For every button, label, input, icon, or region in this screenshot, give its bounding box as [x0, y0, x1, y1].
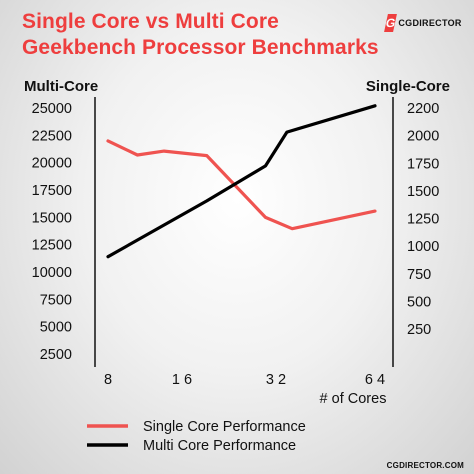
y-tick-left-label: 17500 — [32, 183, 72, 199]
single-core-series-line — [106, 139, 377, 231]
y-tick-right-label: 500 — [407, 294, 431, 310]
x-axis-title: # of Cores — [320, 391, 387, 407]
y-tick-right-label: 1000 — [407, 239, 439, 255]
y-tick-left-label: 12500 — [32, 238, 72, 254]
y-tick-left-label: 15000 — [32, 210, 72, 226]
y-tick-left-label: 5000 — [40, 320, 72, 336]
y-tick-left-label: 10000 — [32, 265, 72, 281]
y-tick-right-label: 250 — [407, 322, 431, 338]
y-tick-right-label: 1750 — [407, 156, 439, 172]
y-tick-left-label: 25000 — [32, 101, 72, 117]
y-tick-right-label: 1500 — [407, 184, 439, 200]
multi-core-series-line — [106, 104, 377, 259]
chart-title-line-2: Geekbench Processor Benchmarks — [22, 36, 379, 59]
y-tick-right-label: 750 — [407, 267, 431, 283]
y-tick-left-label: 7500 — [40, 292, 72, 308]
y-tick-left-label: 2500 — [40, 347, 72, 363]
legend-label-multi: Multi Core Performance — [143, 438, 296, 454]
y-tick-right-label: 2200 — [407, 101, 439, 117]
y-axis-right-title: Single-Core — [365, 78, 450, 95]
y-tick-right-label: 2000 — [407, 129, 439, 145]
x-tick-label: 1 6 — [172, 372, 192, 388]
chart-title-line-1: Single Core vs Multi Core — [22, 10, 279, 33]
y-tick-right-label: 1250 — [407, 212, 439, 228]
y-tick-left-label: 22500 — [32, 128, 72, 144]
legend-label-single: Single Core Performance — [143, 419, 306, 435]
x-tick-label: 8 — [104, 372, 112, 388]
footer-site: CGDIRECTOR.COM — [386, 461, 464, 470]
y-axis-left-title: Multi-Core — [24, 78, 99, 95]
brand-logo-text: CGDIRECTOR — [398, 18, 462, 28]
x-tick-label: 3 2 — [266, 372, 286, 388]
y-tick-left-label: 20000 — [32, 156, 72, 172]
x-tick-label: 6 4 — [365, 372, 385, 388]
brand-logo: G CGDIRECTOR — [384, 12, 461, 34]
